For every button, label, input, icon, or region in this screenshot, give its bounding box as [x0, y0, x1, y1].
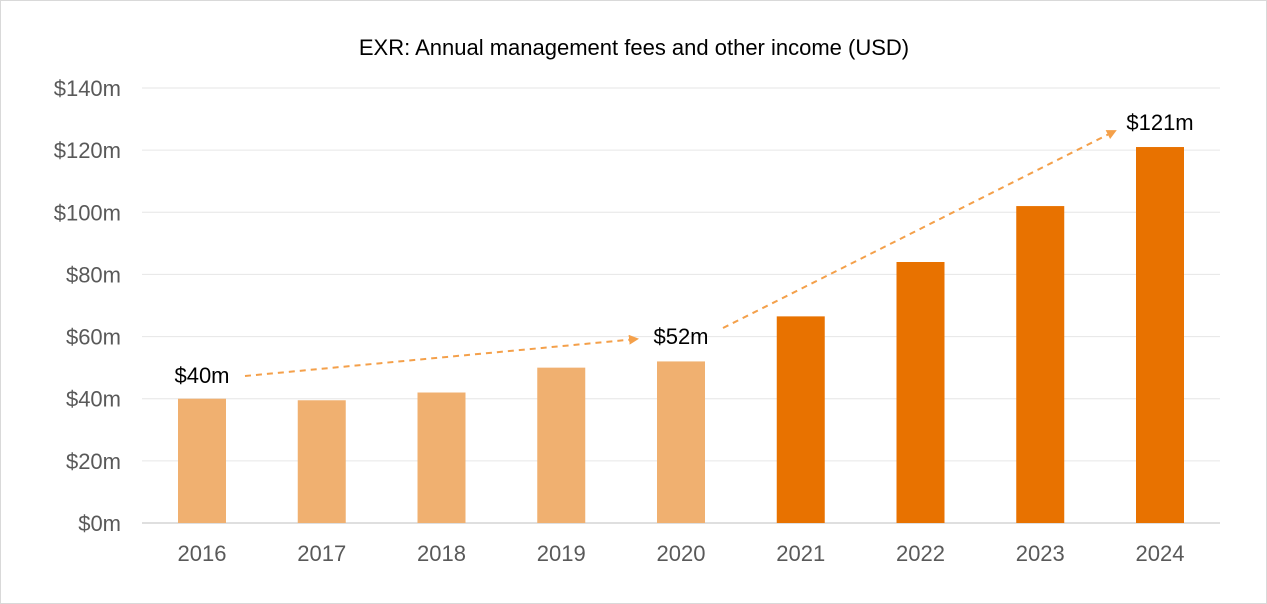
y-tick-label: $40m	[66, 387, 121, 412]
x-tick-label: 2021	[776, 541, 825, 566]
annotations: $40m $52m $121m	[174, 110, 1193, 388]
bar-2024	[1136, 147, 1184, 524]
x-tick-label: 2016	[178, 541, 227, 566]
bars	[178, 147, 1184, 524]
y-tick-label: $20m	[66, 449, 121, 474]
bar-2018	[417, 392, 466, 523]
x-tick-label: 2023	[1016, 541, 1065, 566]
x-axis-ticks: 2016 2017 2018 2019 2020 2021 2022 2023 2024	[178, 541, 1185, 566]
x-tick-label: 2019	[537, 541, 586, 566]
bar-2020	[657, 361, 705, 523]
x-tick-label: 2024	[1136, 541, 1185, 566]
x-tick-label: 2018	[417, 541, 466, 566]
y-tick-label: $80m	[66, 262, 121, 287]
bar-2017	[297, 400, 346, 523]
y-axis-ticks: $0m $20m $40m $60m $80m $100m $120m $140m	[54, 76, 121, 536]
y-tick-label: $100m	[54, 200, 121, 225]
annotation-label: $121m	[1126, 110, 1193, 135]
bar-2023	[1016, 206, 1065, 524]
annotation-label: $52m	[653, 324, 708, 349]
y-tick-label: $140m	[54, 76, 121, 101]
y-tick-label: $0m	[78, 511, 121, 536]
y-tick-label: $120m	[54, 138, 121, 163]
annotation-label: $40m	[174, 363, 229, 388]
bar-2016	[178, 398, 226, 523]
x-tick-label: 2020	[657, 541, 706, 566]
bar-2019	[537, 367, 586, 523]
y-tick-label: $60m	[66, 325, 121, 350]
bar-2021	[776, 316, 825, 523]
x-tick-label: 2022	[896, 541, 945, 566]
bar-2022	[896, 262, 945, 523]
growth-arrow-2020-2024	[722, 130, 1117, 329]
x-tick-label: 2017	[297, 541, 346, 566]
chart-title: EXR: Annual management fees and other in…	[359, 35, 909, 60]
growth-arrows	[244, 130, 1117, 377]
